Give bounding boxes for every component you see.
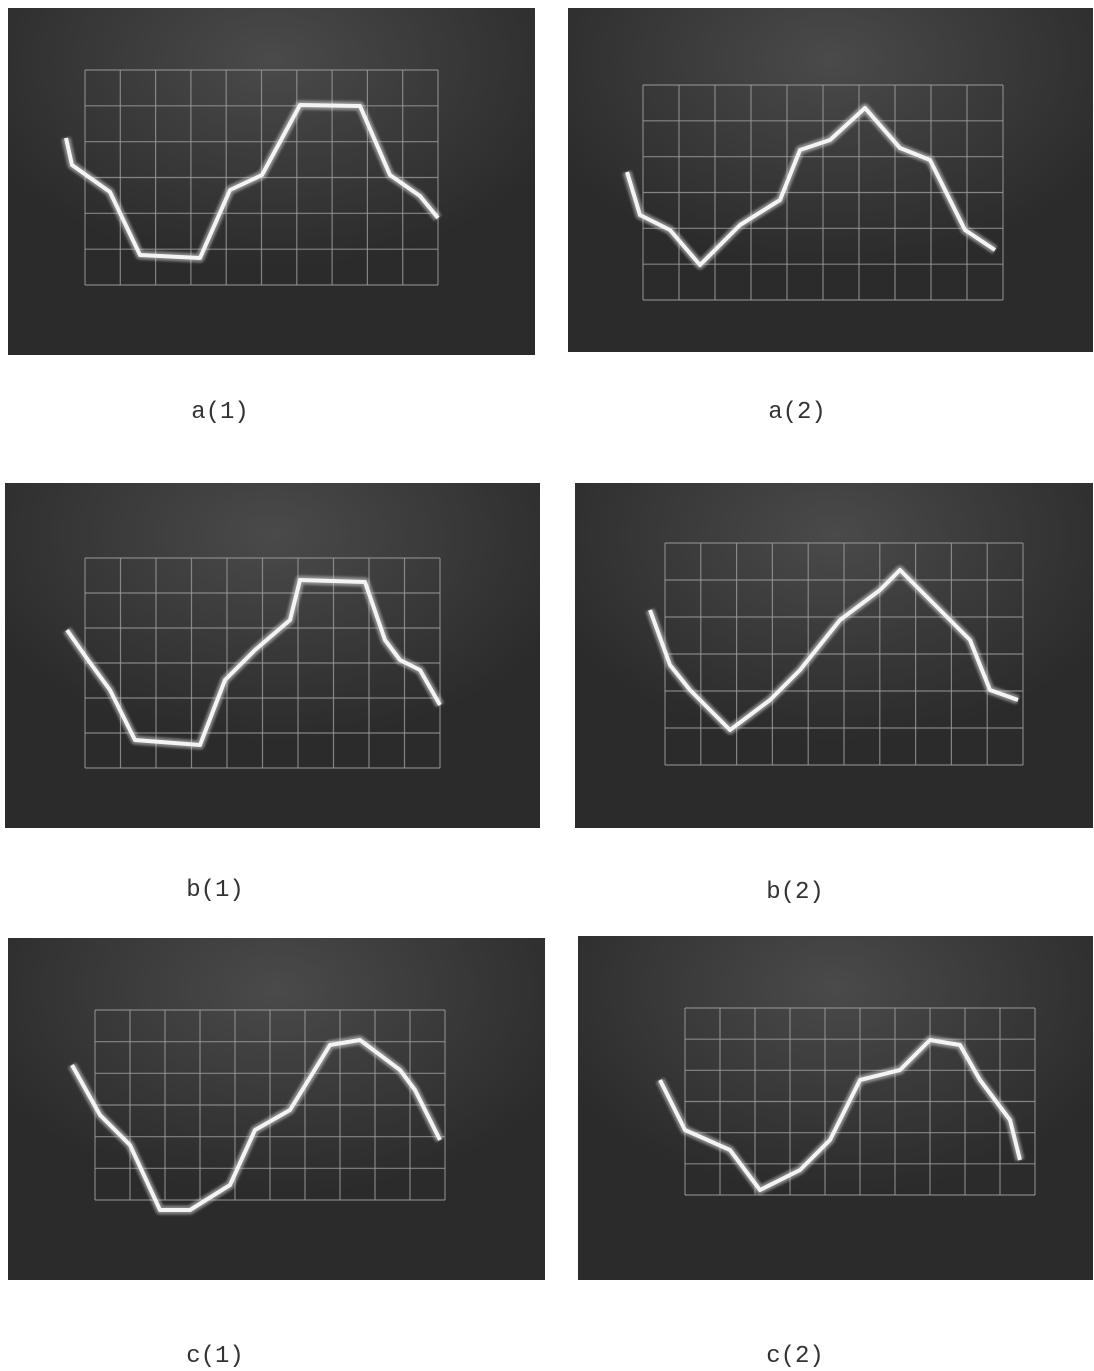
caption: a(1) (191, 399, 249, 426)
page: a(1) a(2) b(1) b(2) c(1) c(2) (() => { c… (0, 0, 1094, 1371)
caption: c(2) (766, 1343, 824, 1370)
caption: b(2) (766, 879, 824, 906)
photo-background (575, 483, 1093, 828)
oscilloscope-photo (8, 938, 545, 1280)
photo-background (578, 936, 1093, 1280)
oscilloscope-photo (8, 8, 535, 355)
oscilloscope-photo (5, 483, 540, 828)
oscilloscope-photo (575, 483, 1093, 828)
figure-page: a(1) a(2) b(1) b(2) c(1) c(2) (0, 0, 1094, 1371)
caption: b(1) (186, 877, 244, 904)
photo-background (8, 938, 545, 1280)
caption: a(2) (768, 399, 826, 426)
photo-background (8, 8, 535, 355)
oscilloscope-photo (578, 936, 1093, 1280)
oscilloscope-photo (568, 8, 1093, 352)
photos (5, 8, 1093, 1280)
caption: c(1) (186, 1343, 244, 1370)
